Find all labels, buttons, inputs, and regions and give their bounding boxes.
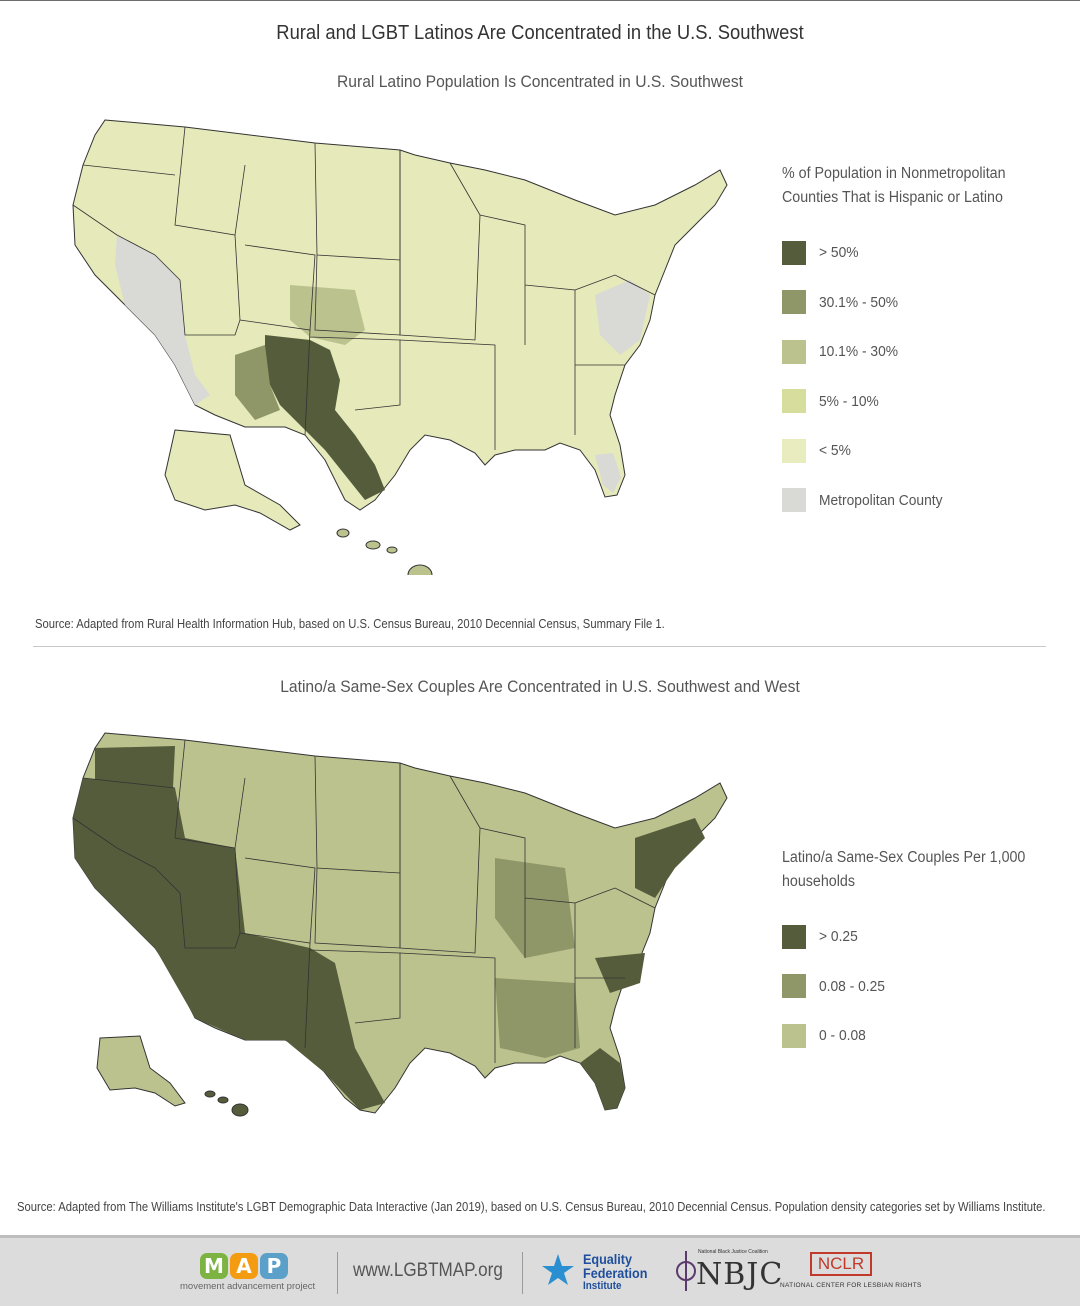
nbjc-emblem-icon	[676, 1251, 696, 1291]
footer-separator	[522, 1252, 523, 1294]
efi-line: Equality	[583, 1251, 633, 1267]
efi-line: Federation	[583, 1264, 648, 1281]
legend-label: 0 - 0.08	[819, 1027, 866, 1045]
legend-label: > 50%	[819, 244, 859, 262]
legend-swatch	[782, 438, 806, 463]
legend-label: 5% - 10%	[819, 392, 879, 410]
map-logo[interactable]: M A P movement advancement project	[180, 1253, 320, 1292]
map2-source: Source: Adapted from The Williams Instit…	[17, 1200, 1046, 1214]
efi-logo-text: Equality Federation Institute	[583, 1251, 648, 1294]
legend-swatch	[782, 488, 806, 513]
legend-item-lt5: < 5%	[782, 426, 1062, 476]
legend-label: < 5%	[819, 442, 851, 460]
legend-item-gt025: > 0.25	[782, 912, 1062, 962]
nclr-box: NCLR	[810, 1252, 872, 1276]
region-southeast-mid	[495, 978, 580, 1058]
efi-line: Institute	[583, 1280, 622, 1292]
website-link[interactable]: www.LGBTMAP.org	[353, 1260, 503, 1281]
footer-separator	[337, 1252, 338, 1294]
region-pacific-nw-dark	[95, 746, 175, 788]
footer-logo-bar: M A P movement advancement project www.L…	[0, 1235, 1080, 1306]
state-borders	[72, 739, 656, 1063]
legend-swatch	[782, 1023, 806, 1048]
top-rule	[0, 0, 1080, 1]
region-west-dark	[73, 778, 385, 1110]
map-letter: M	[200, 1253, 228, 1279]
map1-source: Source: Adapted from Rural Health Inform…	[35, 617, 665, 631]
legend-label: 30.1% - 50%	[819, 293, 899, 311]
legend-label: Metropolitan County	[819, 491, 943, 509]
alaska	[96, 1035, 186, 1107]
alaska-outline	[164, 429, 301, 531]
legend-item-5-10: 5% - 10%	[782, 377, 1062, 427]
legend-swatch	[782, 389, 806, 414]
metro-region-southwest	[115, 235, 210, 405]
alaska	[164, 429, 301, 531]
legend-label: 0.08 - 0.25	[819, 977, 885, 995]
hawaii	[336, 528, 433, 575]
map2-subtitle: Latino/a Same-Sex Couples Are Concentrat…	[280, 677, 800, 696]
state-borders	[72, 126, 656, 450]
page-title: Rural and LGBT Latinos Are Concentrated …	[276, 22, 804, 44]
efi-logo[interactable]: Equality Federation Institute	[540, 1252, 647, 1293]
legend-item-0-008: 0 - 0.08	[782, 1011, 1062, 1061]
region-florida-metro	[595, 453, 621, 493]
region-east-metro	[595, 280, 650, 355]
same-sex-couples-map	[72, 732, 728, 1117]
map2-legend-title: Latino/a Same-Sex Couples Per 1,000 hous…	[782, 849, 1026, 890]
legend-label: 10.1% - 30%	[819, 343, 899, 361]
legend-item-008-025: 0.08 - 0.25	[782, 962, 1062, 1012]
nbjc-logo[interactable]: National Black Justice Coalition NBJC	[676, 1249, 782, 1298]
legend-swatch	[782, 240, 806, 265]
legend-item-30-50: 30.1% - 50%	[782, 278, 1062, 328]
region-carolinas-dark	[595, 953, 645, 993]
star-icon	[542, 1254, 574, 1285]
legend-swatch	[782, 339, 806, 364]
legend-swatch	[782, 974, 806, 999]
nbjc-small-text: National Black Justice Coalition	[698, 1249, 768, 1255]
map1-subtitle: Rural Latino Population Is Concentrated …	[336, 72, 744, 91]
map-logo-subtitle: movement advancement project	[180, 1281, 316, 1292]
map1-legend: % of Population in Nonmetropolitan Count…	[782, 162, 1062, 525]
rural-latino-map	[72, 119, 728, 575]
alaska-outline	[96, 1035, 186, 1107]
map-logo-letters: M A P	[200, 1253, 320, 1279]
nbjc-text: NBJC	[696, 1257, 784, 1292]
nclr-subtitle: NATIONAL CENTER FOR LESBIAN RIGHTS	[780, 1282, 922, 1289]
legend-swatch	[782, 924, 806, 949]
region-florida-dark	[580, 1048, 625, 1110]
map2-legend: Latino/a Same-Sex Couples Per 1,000 hous…	[782, 846, 1062, 1061]
region-midwest-mid	[495, 858, 575, 958]
hawaii	[204, 1090, 249, 1117]
legend-item-10-30: 10.1% - 30%	[782, 327, 1062, 377]
section-divider	[33, 646, 1046, 647]
legend-item-metro: Metropolitan County	[782, 476, 1062, 526]
map-letter: A	[230, 1253, 258, 1279]
map1-legend-title: % of Population in Nonmetropolitan Count…	[782, 165, 1006, 206]
region-southwest-dark	[265, 335, 385, 500]
legend-label: > 0.25	[819, 928, 858, 946]
region-southwest-mid	[235, 345, 280, 420]
region-northeast-dark	[635, 818, 705, 898]
map-letter: P	[260, 1253, 288, 1279]
legend-swatch	[782, 290, 806, 315]
legend-item-gt50: > 50%	[782, 228, 1062, 278]
